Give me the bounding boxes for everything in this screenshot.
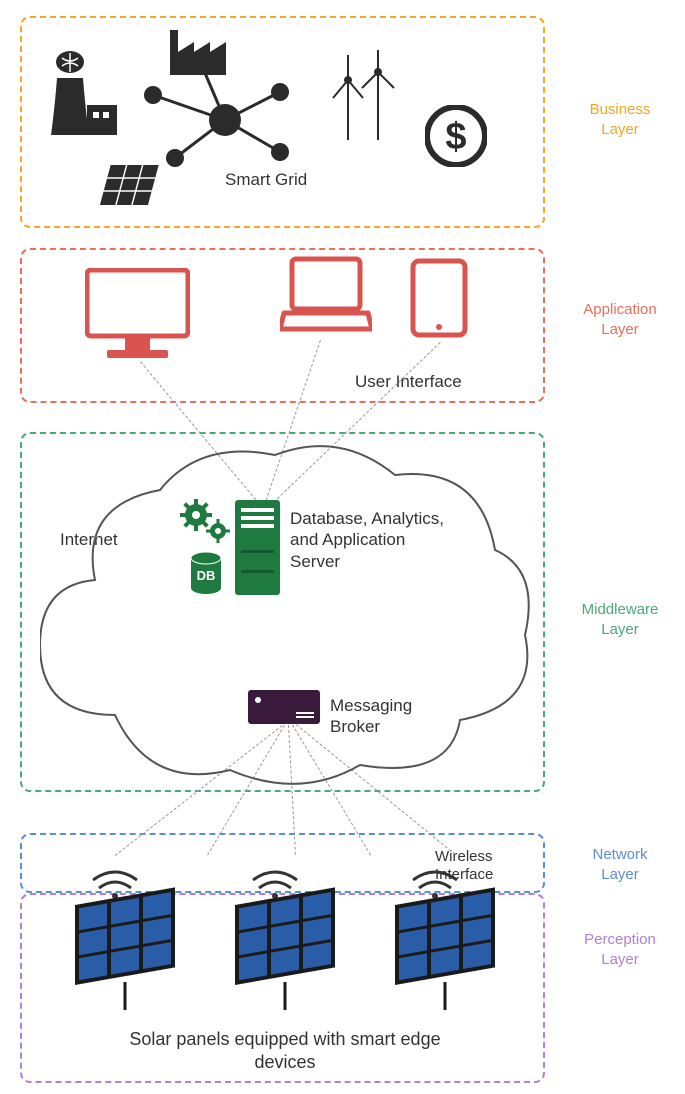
network-layer-label: Network Layer: [575, 845, 665, 884]
user-interface-label: User Interface: [355, 372, 462, 392]
desktop-icon: [85, 268, 190, 360]
wifi-icon: [253, 872, 297, 899]
middleware-layer-label: Middleware Layer: [575, 600, 665, 639]
application-layer-label: Application Layer: [575, 300, 665, 339]
database-icon: DB: [190, 552, 222, 594]
gears-icon: [178, 495, 233, 550]
solar-panel-icon: [385, 870, 515, 1010]
cloud-icon: [40, 435, 530, 795]
dollar-icon: $: [425, 105, 487, 167]
solar-panels-caption: Solar panels equipped with smart edge de…: [115, 1028, 455, 1075]
messaging-broker-icon: [248, 690, 320, 724]
business-layer-label: Business Layer: [575, 100, 665, 139]
svg-text:$: $: [445, 116, 466, 158]
solar-panel-icon: [65, 870, 195, 1010]
wifi-icon: [93, 872, 137, 899]
power-plant-icon: [45, 50, 117, 135]
laptop-icon: [280, 255, 372, 335]
wind-turbine-icon: [330, 50, 400, 140]
server-icon: [235, 500, 280, 595]
perception-layer-label: Perception Layer: [575, 930, 665, 969]
solar-panel-icon: [225, 870, 355, 1010]
svg-text:DB: DB: [197, 568, 216, 583]
tablet-icon: [410, 258, 468, 338]
wifi-icon: [413, 872, 457, 899]
smart-grid-network-icon: [130, 50, 310, 180]
